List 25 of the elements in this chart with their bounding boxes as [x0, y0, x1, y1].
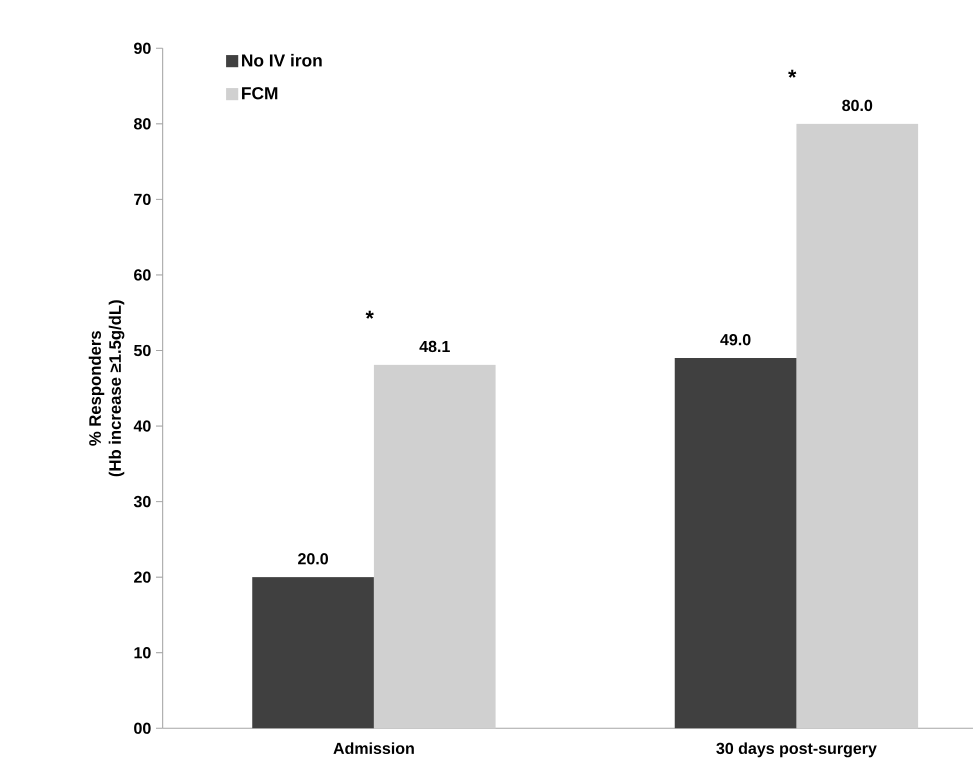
annotation: *: [788, 70, 796, 78]
bar: [374, 364, 496, 728]
data-label: 49.0: [720, 334, 750, 346]
y-tick-label: 90: [134, 42, 151, 54]
y-tick-label: 00: [134, 722, 151, 734]
y-tick-label: 70: [134, 194, 151, 206]
y-tick-label: 30: [134, 496, 151, 508]
y-tick-label: 60: [134, 269, 151, 281]
x-tick-label: Admission: [333, 742, 414, 754]
data-label: 80.0: [842, 100, 872, 112]
y-tick-label: 20: [134, 571, 151, 583]
y-tick-label: 80: [134, 118, 151, 130]
legend-label: FCM: [242, 87, 278, 100]
bar: [796, 124, 918, 728]
annotation: *: [366, 310, 374, 319]
y-tick-label: 10: [134, 647, 151, 658]
y-tick-label: 40: [134, 420, 151, 432]
y-axis-title: % Responders (Hb increase ≥1.5g/dL): [88, 300, 124, 476]
data-label: 20.0: [298, 553, 328, 564]
x-tick-label: 30 days post-surgery: [716, 742, 877, 758]
bar: [252, 577, 374, 728]
bar: [674, 358, 796, 728]
data-label: 48.1: [419, 340, 450, 352]
y-tick-label: 50: [134, 344, 151, 356]
legend-label: No IV iron: [242, 54, 322, 67]
